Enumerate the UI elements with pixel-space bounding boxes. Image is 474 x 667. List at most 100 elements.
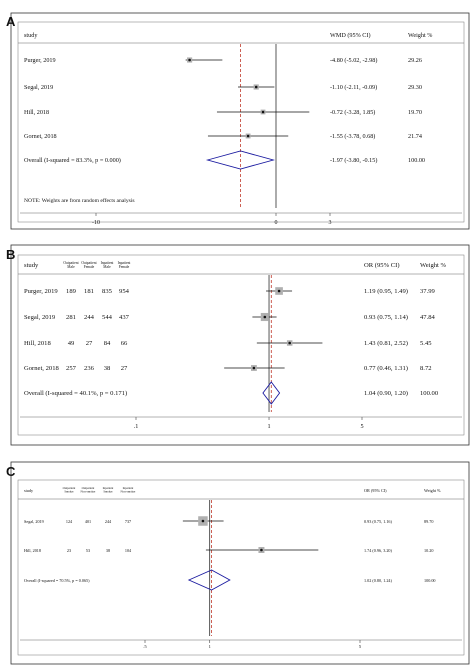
group-header-1: Outpatient Female [81, 261, 96, 269]
group-header-3: Inpatient Non-smoker [121, 486, 136, 494]
panel-letter: A [6, 14, 16, 29]
overall-diamond [187, 569, 231, 591]
group-header-0: Outpatient Male [63, 261, 78, 269]
study-count: 124 [66, 519, 73, 524]
estimate-ci-text: 0.93 (0.75, 1.16) [364, 519, 393, 525]
overall-row: Overall (I-squared = 40.1%, p = 0.171) 1.… [24, 381, 439, 405]
weight-text: 5.45 [420, 340, 432, 347]
weight-text: 8.72 [420, 365, 432, 372]
study-name: Gornet, 2018 [24, 365, 59, 372]
study-name: Purger, 2019 [24, 288, 58, 295]
point-estimate [201, 519, 205, 523]
overall-label: Overall (I-squared = 70.5%, p = 0.065) [24, 578, 90, 584]
weight-text: 29.26 [408, 57, 422, 64]
point-estimate [246, 134, 250, 138]
study-row: Segal, 2019 124 401 244 737 0.93 (0.75, 1.16)… [24, 516, 433, 526]
point-estimate [254, 85, 258, 89]
study-count: 737 [125, 519, 131, 524]
weight-text: 37.99 [420, 288, 436, 295]
study-count: 38 [106, 548, 110, 553]
panel-frame [10, 244, 470, 446]
study-count: 84 [104, 340, 111, 347]
point-estimate [263, 315, 267, 319]
column-header-study: study [24, 262, 39, 269]
study-count: 835 [102, 288, 113, 295]
study-row: Purger, 2019 -4.80 (-5.02, -2.98) 29.26 [24, 57, 422, 64]
point-estimate [252, 366, 256, 370]
plot-frame [17, 479, 465, 656]
overall-label: Overall (I-squared = 40.1%, p = 0.171) [24, 390, 127, 397]
point-estimate [288, 341, 291, 345]
study-count: 244 [105, 519, 112, 524]
overall-ci-text: 1.04 (0.90, 1.20) [364, 390, 408, 397]
x-tick-label: 5 [359, 644, 362, 649]
study-row: Hill, 2018 49 27 84 66 1.43 (0.81, 2.52) 5.45 [24, 340, 432, 347]
panel-frame [10, 12, 470, 230]
weight-text: 47.84 [420, 314, 436, 321]
estimate-ci-text: 1.43 (0.81, 2.52) [364, 340, 408, 347]
study-count: 281 [66, 314, 76, 321]
study-count: 244 [84, 314, 95, 321]
point-estimate [277, 289, 281, 293]
estimate-ci-text: 0.77 (0.46, 1.31) [364, 365, 408, 372]
study-name: Segal, 2019 [24, 519, 44, 525]
column-header-study: study [24, 32, 38, 39]
study-count: 236 [84, 365, 95, 372]
study-count: 189 [66, 288, 77, 295]
column-header-estimate: OR (95% CI) [364, 488, 387, 493]
weight-text: 10.20 [424, 548, 433, 553]
study-row: Hill, 2018 -0.72 (-3.28, 1.85) 19.70 [24, 109, 422, 116]
point-estimate [260, 548, 263, 552]
study-row: Segal, 2019 281 244 544 437 0.93 (0.75, 1.14)… [24, 312, 436, 322]
study-count: 104 [125, 548, 132, 553]
group-header-1: Outpatient Non-smoker [81, 486, 96, 494]
estimate-ci-text: -0.72 (-3.28, 1.85) [330, 109, 375, 116]
study-count: 53 [86, 548, 90, 553]
study-count: 66 [121, 340, 128, 347]
study-count: 257 [66, 365, 77, 372]
group-header-2: Inpatient Smoker [103, 486, 114, 494]
study-count: 27 [121, 365, 128, 372]
weight-text: 21.74 [408, 133, 422, 140]
study-count: 38 [104, 365, 111, 372]
x-tick-label: .1 [134, 423, 139, 430]
point-estimate [261, 110, 265, 114]
column-header-weight: Weight % [408, 32, 432, 39]
study-row: Gornet, 2018 257 236 38 27 0.77 (0.46, 1.31) 8… [24, 365, 432, 372]
study-row: Purger, 2019 189 181 835 954 1.19 (0.95, 1.49… [24, 287, 436, 295]
column-header-estimate: WMD (95% CI) [330, 32, 371, 39]
panel-letter: C [6, 464, 16, 479]
study-name: Gornet, 2018 [24, 133, 57, 140]
x-tick-label: -10 [92, 220, 100, 226]
x-tick-label: 1 [267, 423, 270, 430]
column-header-estimate: OR (95% CI) [364, 262, 400, 269]
estimate-ci-text: 0.93 (0.75, 1.14) [364, 314, 408, 321]
weights-note: NOTE: Weights are from random effects an… [24, 197, 135, 204]
estimate-ci-text: 1.74 (0.96, 3.20) [364, 548, 393, 554]
study-name: Segal, 2019 [24, 84, 53, 91]
x-tick-label: 5 [360, 423, 363, 430]
panel-letter: B [6, 247, 15, 262]
x-tick-label: .5 [143, 644, 147, 649]
estimate-ci-text: -1.55 (-3.78, 0.68) [330, 133, 375, 140]
estimate-ci-text: -4.80 (-5.02, -2.98) [330, 57, 377, 64]
study-row: Gornet, 2018 -1.55 (-3.78, 0.68) 21.74 [24, 133, 422, 140]
study-row: Hill, 2018 23 53 38 104 1.74 (0.96, 3.20) 10.2… [24, 547, 433, 554]
study-count: 27 [86, 340, 93, 347]
overall-weight-text: 100.00 [408, 157, 425, 164]
weight-text: 89.70 [424, 519, 433, 524]
overall-row: Overall (I-squared = 83.3%, p = 0.000) -1… [24, 150, 425, 170]
overall-ci-text: -1.97 (-3.80, -0.15) [330, 157, 377, 164]
point-estimate [188, 58, 191, 62]
panel-frame [10, 461, 470, 665]
study-count: 23 [67, 548, 71, 553]
overall-weight-text: 100.00 [420, 390, 439, 397]
study-name: Segal, 2019 [24, 314, 56, 321]
column-header-weight: Weight % [420, 262, 447, 269]
study-count: 181 [84, 288, 94, 295]
group-header-0: Outpatient Smoker [63, 486, 76, 494]
study-count: 954 [119, 288, 130, 295]
study-name: Hill, 2018 [24, 340, 51, 347]
